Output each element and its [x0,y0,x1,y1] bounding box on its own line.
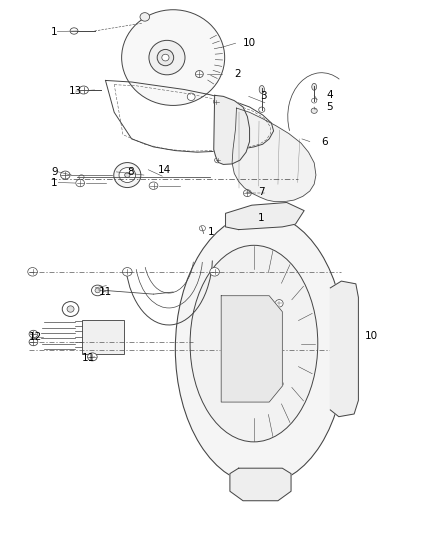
Text: 1: 1 [51,27,57,37]
Ellipse shape [244,190,251,197]
Text: 1: 1 [258,213,265,223]
Ellipse shape [149,182,158,189]
Text: 4: 4 [326,90,332,100]
Text: 10: 10 [365,330,378,341]
Text: 14: 14 [158,165,171,175]
Ellipse shape [239,320,269,367]
Ellipse shape [276,380,283,387]
Ellipse shape [114,163,141,188]
Ellipse shape [199,225,205,231]
Ellipse shape [79,175,84,180]
Ellipse shape [247,214,254,221]
Ellipse shape [122,10,225,106]
Ellipse shape [62,302,79,317]
Ellipse shape [125,173,130,177]
Ellipse shape [28,268,37,276]
Polygon shape [226,203,304,230]
Ellipse shape [259,85,265,93]
Ellipse shape [210,268,219,276]
Text: 11: 11 [81,353,95,363]
Text: 3: 3 [261,91,267,101]
Ellipse shape [157,50,174,66]
Ellipse shape [70,28,78,34]
Ellipse shape [67,306,74,312]
Ellipse shape [259,107,265,112]
Ellipse shape [60,171,70,179]
Ellipse shape [215,158,221,163]
Text: 6: 6 [321,136,328,147]
Text: 1: 1 [208,227,215,237]
Ellipse shape [162,54,169,61]
Text: 2: 2 [234,69,241,79]
Ellipse shape [175,213,346,484]
Ellipse shape [249,335,259,352]
Polygon shape [232,108,316,201]
Ellipse shape [225,380,233,387]
Ellipse shape [88,353,97,361]
Ellipse shape [195,70,203,77]
Ellipse shape [123,268,132,276]
Ellipse shape [187,93,195,101]
Ellipse shape [343,294,357,319]
Ellipse shape [276,300,283,307]
Ellipse shape [119,167,136,182]
Ellipse shape [311,108,317,114]
Polygon shape [221,296,283,402]
Ellipse shape [311,98,317,103]
Text: 7: 7 [258,187,265,197]
Ellipse shape [29,330,38,338]
Polygon shape [214,95,250,165]
Polygon shape [330,281,358,417]
Text: 13: 13 [68,86,81,96]
Ellipse shape [79,86,88,94]
Text: 10: 10 [243,38,256,48]
Text: 12: 12 [29,332,42,342]
Ellipse shape [225,300,233,307]
Ellipse shape [190,245,318,442]
Ellipse shape [29,338,38,346]
Ellipse shape [95,288,100,293]
FancyBboxPatch shape [82,320,124,354]
Ellipse shape [140,13,150,21]
Ellipse shape [312,83,317,90]
Ellipse shape [76,179,85,187]
Ellipse shape [343,378,357,404]
Polygon shape [230,468,291,500]
Text: 8: 8 [127,167,134,177]
Ellipse shape [149,41,185,75]
Ellipse shape [213,99,219,104]
Text: 9: 9 [51,167,57,177]
Ellipse shape [92,285,104,296]
Text: 11: 11 [99,287,112,297]
Text: 1: 1 [51,177,57,188]
Text: 5: 5 [326,102,332,112]
